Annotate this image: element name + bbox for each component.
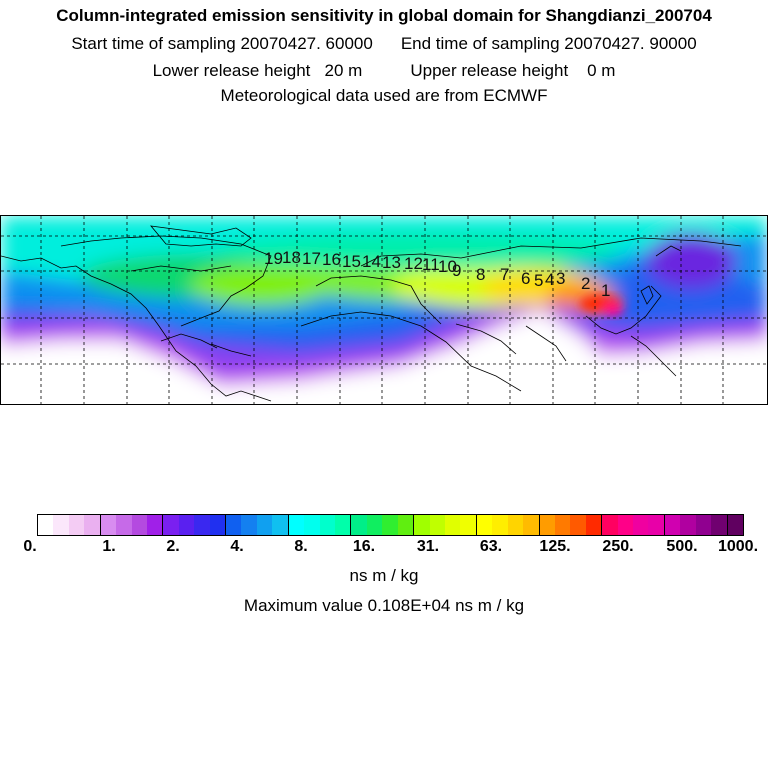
colorbar-cell — [507, 515, 524, 535]
colorbar-cell — [163, 515, 179, 535]
colorbar-cell — [116, 515, 132, 535]
colorbar-tick-label: 2. — [166, 538, 180, 555]
trajectory-label: 16 — [322, 250, 341, 269]
trajectory-label: 1 — [601, 281, 610, 300]
colorbar-cell — [633, 515, 649, 535]
trajectory-label: 15 — [342, 252, 361, 271]
upper-height-label: Upper release height 0 m — [410, 61, 616, 80]
trajectory-label: 2 — [581, 274, 590, 293]
maximum-value-label: Maximum value 0.108E+04 ns m / kg — [243, 596, 525, 615]
colorbar-cell — [727, 515, 743, 535]
sampling-times: Start time of sampling 20070427. 60000 En… — [0, 34, 768, 54]
coastlines — [1, 225, 742, 402]
colorbar-cell — [617, 515, 634, 535]
plot-title: Column-integrated emission sensitivity i… — [56, 6, 712, 25]
colorbar-cell — [711, 515, 728, 535]
trajectory-label: 17 — [302, 249, 321, 268]
colorbar-tick-label: 125. — [539, 538, 571, 555]
trajectory-label: 10 — [438, 257, 457, 276]
colorbar-tick-label: 1000. — [717, 538, 759, 555]
colorbar-cell — [366, 515, 383, 535]
colorbar-cell — [648, 515, 665, 535]
colorbar-cell — [100, 515, 117, 535]
colorbar-cell — [492, 515, 508, 535]
trajectory-label: 11 — [422, 255, 440, 274]
trajectory-label: 5 — [534, 271, 543, 290]
colorbar-tick-label: 1. — [102, 538, 116, 555]
colorbar-cell — [429, 515, 445, 535]
colorbar-tick-label: 0. — [23, 538, 37, 555]
colorbar-cell — [319, 515, 336, 535]
colorbar-cell — [382, 515, 398, 535]
colorbar-tick-label: 8. — [294, 538, 308, 555]
grid-lines — [1, 216, 767, 404]
colorbar-cell — [288, 515, 305, 535]
colorbar-cell — [272, 515, 289, 535]
colorbar-cell — [226, 515, 242, 535]
colorbar-cell — [523, 515, 540, 535]
trajectory-label: 12 — [404, 254, 423, 273]
colorbar-cell — [68, 515, 85, 535]
colorbar-cell — [570, 515, 586, 535]
colorbar-tick-label: 4. — [230, 538, 244, 555]
colorbar-cell — [414, 515, 430, 535]
trajectory-label: 6 — [521, 269, 530, 288]
colorbar-cell — [194, 515, 210, 535]
release-heights: Lower release height 20 m Upper release h… — [0, 61, 768, 81]
lower-height-label: Lower release height 20 m — [152, 61, 363, 80]
colorbar-cell — [539, 515, 555, 535]
colorbar-cell — [84, 515, 101, 535]
colorbar-tick-label: 16. — [352, 538, 376, 555]
trajectory-label: 13 — [382, 253, 401, 272]
sensitivity-map: 19 18 17 16 15 14 13 12 11 10 9 8 7 6 5 4 3 2 1 — [0, 215, 768, 405]
colorbar-cell — [241, 515, 257, 535]
colorbar-cell — [585, 515, 603, 535]
trajectory-label: 9 — [452, 261, 461, 280]
colorbar-cell — [38, 515, 54, 535]
colorbar-cell — [680, 515, 696, 535]
colorbar-ticks: 0. 1. 2. 4. 8. 16. 31. 63. 125. 250. 500. 1000. — [0, 538, 768, 558]
colorbar-tick-label: 250. — [602, 538, 634, 555]
colorbar-cell — [131, 515, 147, 535]
colorbar-cell — [397, 515, 415, 535]
colorbar-cell — [209, 515, 227, 535]
colorbar-cell — [602, 515, 618, 535]
colorbar-cell — [256, 515, 273, 535]
end-time-label: End time of sampling 20070427. 90000 — [400, 34, 697, 53]
colorbar-unit: ns m / kg — [349, 566, 419, 585]
colorbar-cell — [178, 515, 195, 535]
colorbar-cell — [304, 515, 320, 535]
colorbar-cell — [695, 515, 712, 535]
colorbar-cell — [146, 515, 164, 535]
colorbar-cell — [444, 515, 461, 535]
trajectory-label: 8 — [476, 265, 485, 284]
colorbar-tick-label: 31. — [416, 538, 440, 555]
colorbar-cell — [53, 515, 69, 535]
colorbar-tick-label: 63. — [479, 538, 503, 555]
colorbar-cell — [476, 515, 493, 535]
colorbar-cell — [460, 515, 477, 535]
colorbar-cell — [664, 515, 681, 535]
colorbar-cell — [351, 515, 367, 535]
colorbar-tick-label: 500. — [666, 538, 698, 555]
colorbar-cell — [554, 515, 571, 535]
trajectory-label: 19 — [264, 249, 283, 268]
trajectory-label: 7 — [500, 265, 509, 284]
trajectory-label: 14 — [362, 252, 381, 271]
met-data-label: Meteorological data used are from ECMWF — [220, 86, 548, 105]
colorbar — [37, 514, 744, 536]
trajectory-label: 18 — [282, 248, 301, 267]
colorbar-cell — [335, 515, 352, 535]
sensitivity-field — [1, 216, 767, 404]
trajectory-label: 3 — [556, 269, 565, 288]
trajectory-label: 4 — [545, 270, 554, 289]
start-time-label: Start time of sampling 20070427. 60000 — [71, 34, 373, 53]
